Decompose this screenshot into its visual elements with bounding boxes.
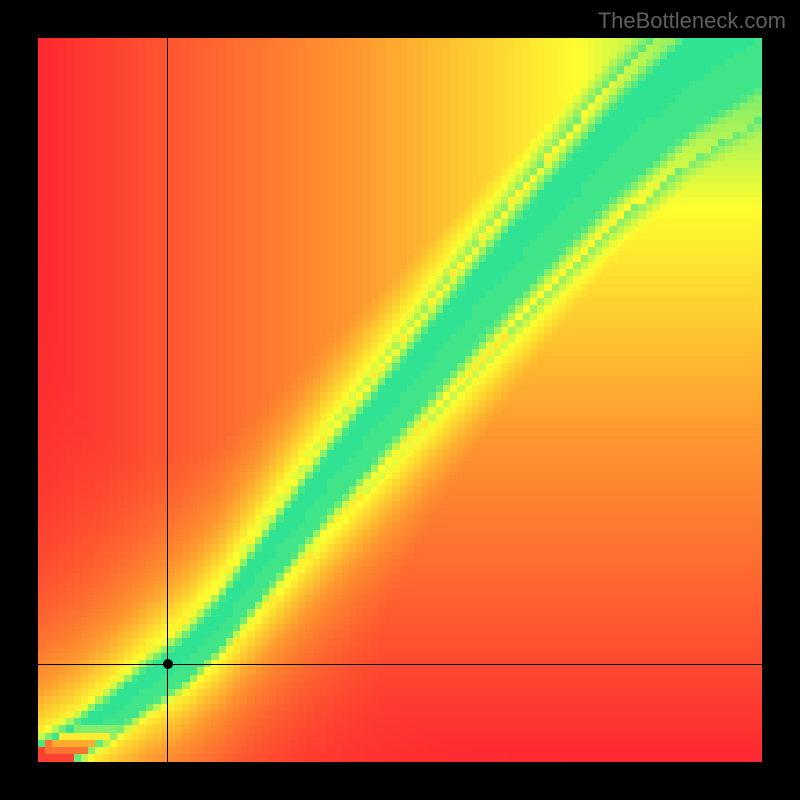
heatmap-plot xyxy=(38,38,762,762)
heatmap-canvas xyxy=(38,38,762,762)
bottleneck-marker-point xyxy=(163,659,173,669)
crosshair-vertical xyxy=(167,38,168,762)
crosshair-horizontal xyxy=(38,664,762,665)
watermark-text: TheBottleneck.com xyxy=(598,8,786,34)
